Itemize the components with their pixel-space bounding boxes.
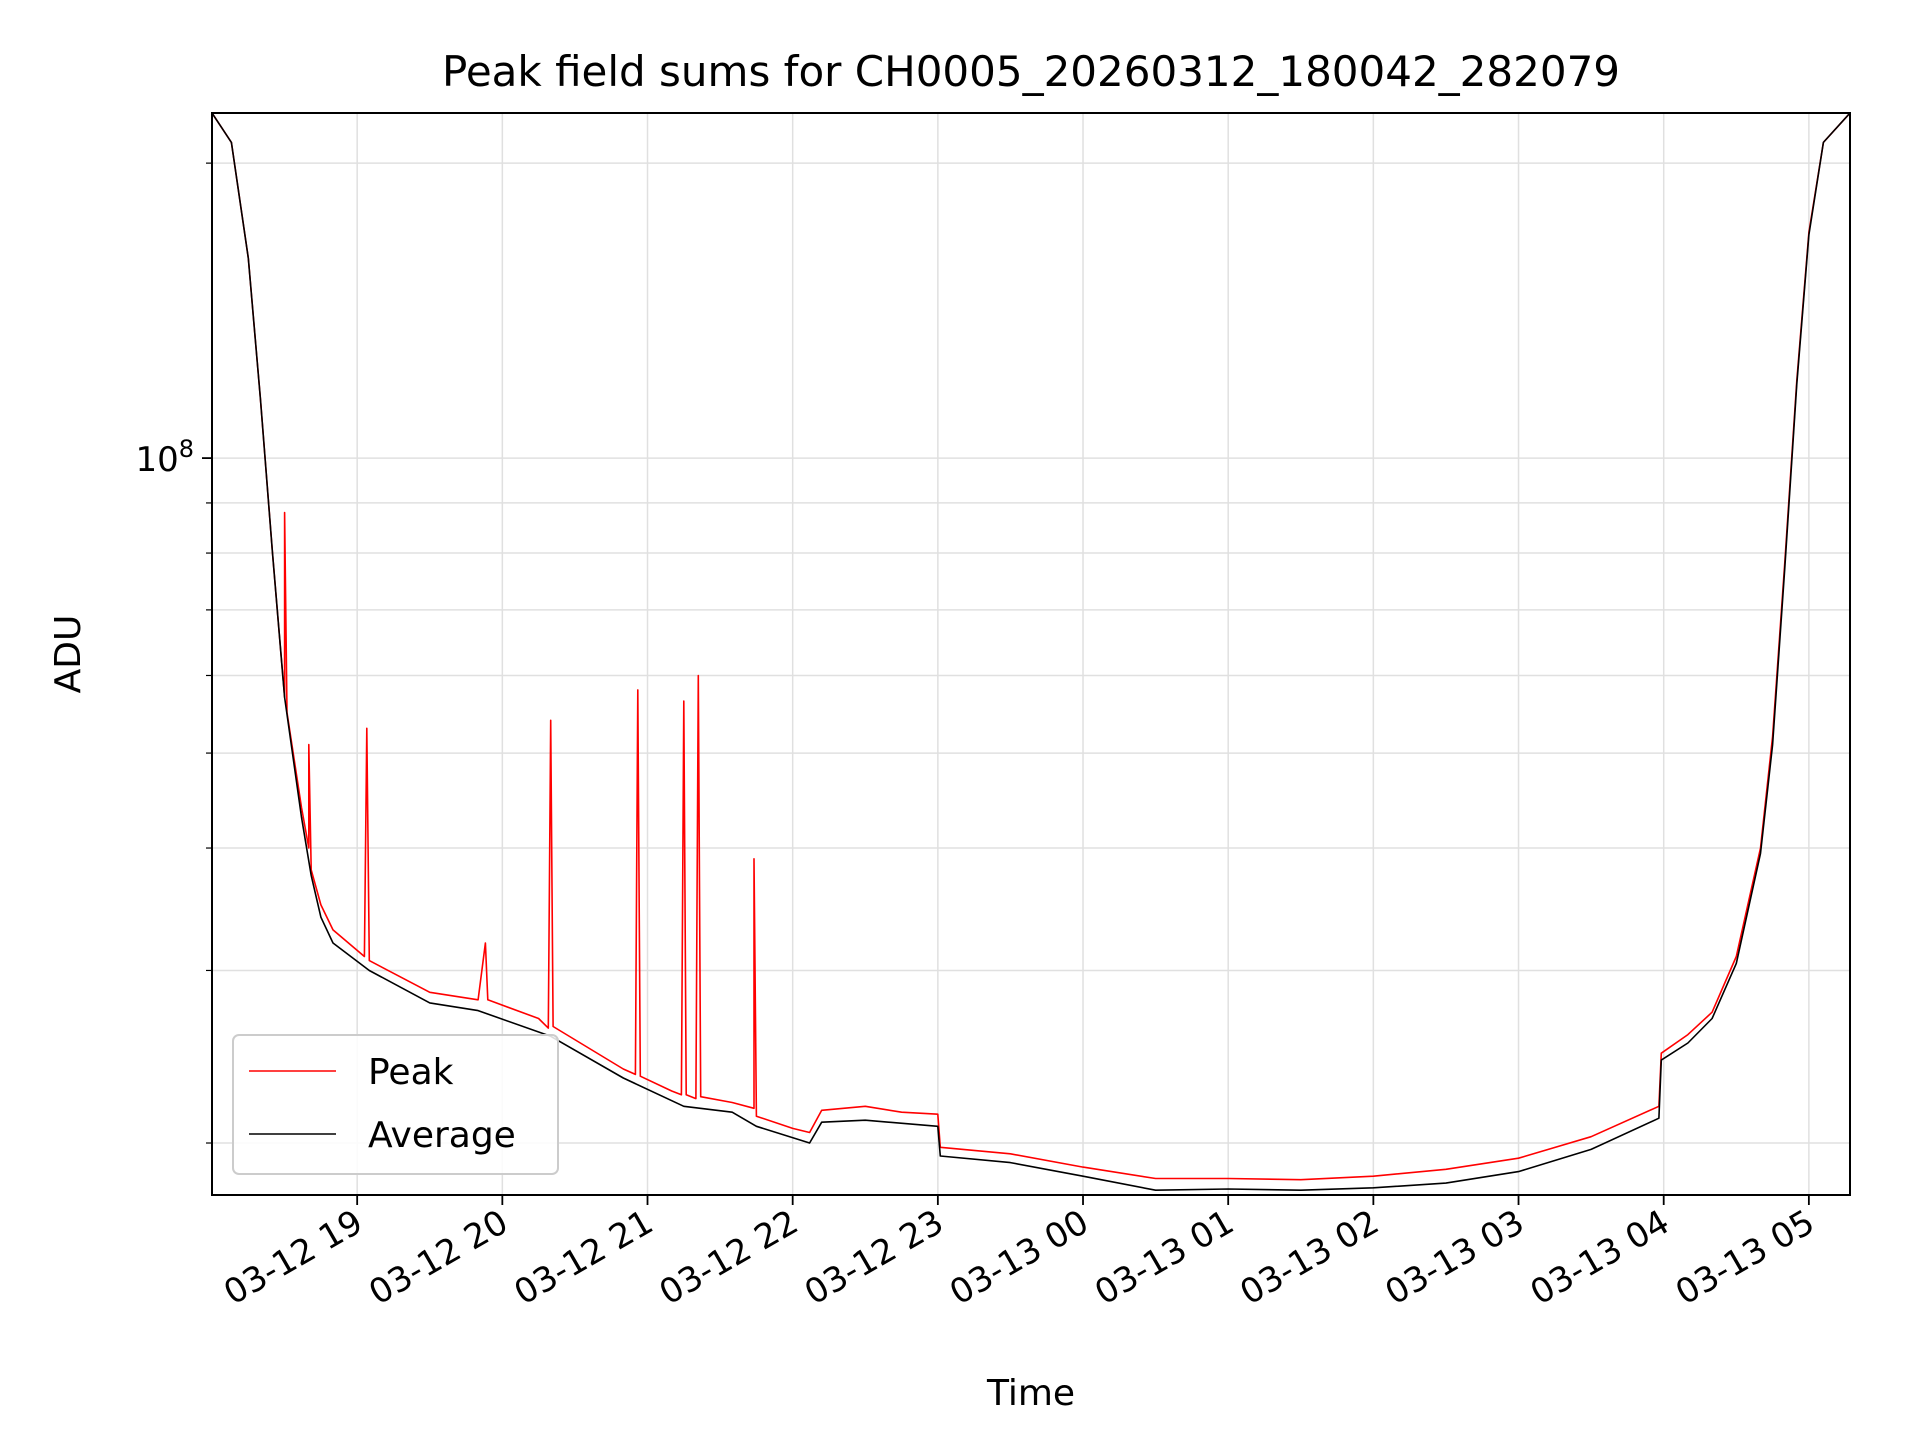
legend-label-peak: Peak bbox=[368, 1052, 454, 1093]
y-axis-label: ADU bbox=[48, 615, 89, 694]
series-line-average bbox=[212, 113, 1850, 1191]
series-layer bbox=[212, 113, 1850, 1191]
chart-title: Peak field sums for CH0005_20260312_1800… bbox=[442, 47, 1620, 96]
grid bbox=[212, 113, 1850, 1195]
y-tick-label-0: 108 bbox=[135, 435, 194, 480]
y-tick-label-exp-0: 8 bbox=[179, 435, 194, 463]
plot-frame bbox=[211, 112, 1851, 1196]
legend-label-average: Average bbox=[368, 1115, 516, 1156]
y-tick-label-base-0: 10 bbox=[135, 440, 178, 480]
legend-box bbox=[232, 1034, 559, 1175]
x-axis-label: Time bbox=[986, 1373, 1075, 1414]
series-line-peak bbox=[212, 113, 1850, 1181]
legend: Peak Average bbox=[232, 1034, 559, 1175]
